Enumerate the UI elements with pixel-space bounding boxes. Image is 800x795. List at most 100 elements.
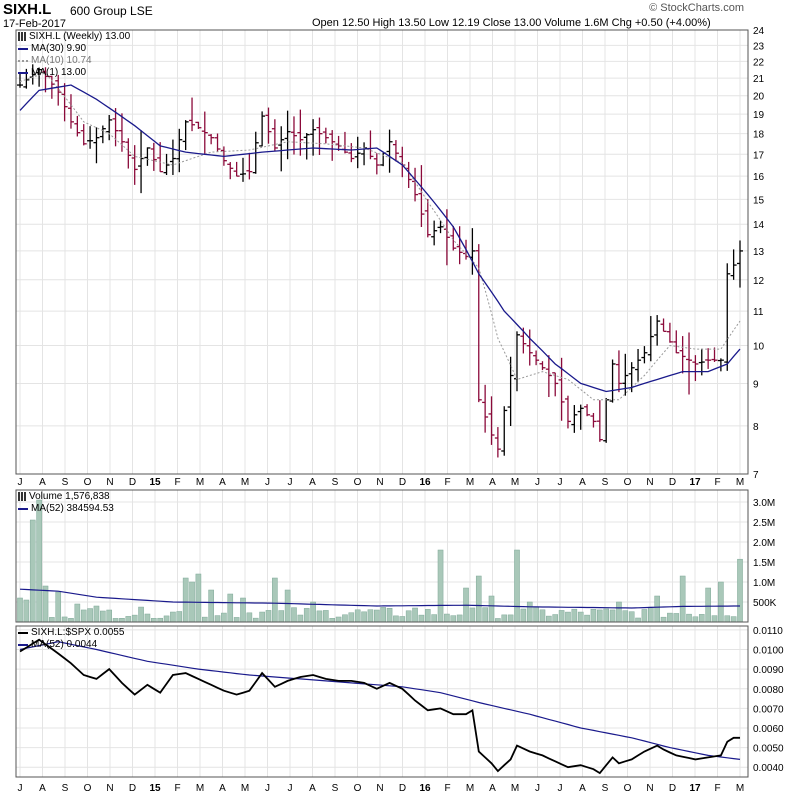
volume-bar: [705, 587, 711, 623]
volume-bar: [418, 614, 425, 623]
ohlc-bar: [424, 199, 431, 238]
ratio-ma-swatch: [18, 643, 28, 646]
ohlc-bar: [615, 350, 622, 393]
ohlc-bar: [533, 350, 540, 366]
ohlc-bar: [297, 109, 304, 156]
ohlc-bar: [259, 111, 266, 147]
volume-bar: [68, 618, 74, 623]
ohlc-bar: [17, 72, 23, 88]
volume-bar: [316, 610, 323, 623]
x-tick-label: D: [129, 477, 136, 488]
volume-bar: [679, 575, 686, 623]
volume-ma-legend: MA(52) 384594.53: [18, 503, 114, 514]
volume-bar: [233, 617, 240, 623]
ohlc-bar: [55, 74, 62, 106]
ohlc-bar: [310, 119, 317, 156]
volume-tick-label: 3.0M: [753, 498, 775, 509]
ohlc-bar: [373, 153, 380, 175]
ma10-swatch: [18, 59, 28, 62]
ratio-tick-label: 0.0050: [753, 744, 784, 755]
date-label: 17-Feb-2017: [3, 18, 66, 30]
ohlc-bar: [507, 356, 514, 427]
ohlc-bar: [284, 110, 291, 160]
x-tick-label: D: [129, 783, 136, 794]
volume-bar: [698, 614, 705, 623]
volume-bar: [201, 616, 208, 623]
ohlc-bar: [80, 124, 87, 146]
x-tick-label: N: [376, 477, 383, 488]
volume-bar: [495, 618, 501, 623]
x-tick-label: O: [354, 477, 362, 488]
volume-bar: [163, 615, 170, 623]
volume-bar: [488, 595, 495, 623]
volume-ma-swatch: [18, 507, 28, 510]
volume-bar: [310, 601, 316, 623]
ratio-line: [19, 638, 740, 775]
ohlc-bar: [603, 397, 610, 443]
ohlc-bar: [157, 142, 164, 173]
x-tick-label: J: [288, 783, 293, 794]
ma30-line: [19, 84, 741, 393]
volume-bar: [138, 606, 144, 623]
x-tick-label: D: [399, 783, 406, 794]
volume-bar: [450, 615, 457, 623]
volume-bar: [170, 611, 176, 623]
x-tick-label: A: [309, 783, 316, 794]
ohlc-bar: [609, 359, 616, 403]
price-panel-frame: [15, 29, 749, 475]
volume-bar: [686, 613, 692, 623]
ohlc-bar: [437, 220, 444, 234]
price-tick-label: 17: [753, 150, 765, 161]
volume-bar: [80, 609, 87, 623]
x-tick-label: N: [106, 783, 113, 794]
ohlc-bar: [711, 347, 718, 362]
volume-bar: [42, 585, 49, 623]
x-tick-label: 15: [149, 783, 161, 794]
ohlc-bar: [131, 145, 138, 185]
volume-bar: [597, 609, 603, 623]
ma1-swatch: [18, 71, 28, 74]
ohlc-bar: [201, 111, 208, 154]
ohlc-bar: [150, 142, 157, 171]
volume-bar: [444, 613, 450, 623]
ratio-tick-label: 0.0060: [753, 724, 784, 735]
x-tick-label: N: [106, 477, 113, 488]
x-tick-label: N: [376, 783, 383, 794]
ohlc-bar: [182, 120, 189, 151]
ohlc-bar: [125, 138, 132, 169]
volume-bar: [718, 581, 724, 623]
price-tick-label: 24: [753, 26, 765, 37]
ohlc-bar: [660, 318, 667, 332]
x-tick-label: S: [62, 477, 69, 488]
x-tick-label: J: [535, 783, 540, 794]
ohlc-bar: [724, 263, 731, 371]
ohlc-bar: [246, 152, 253, 180]
ohlc-bar: [647, 316, 654, 362]
x-tick-label: O: [624, 783, 632, 794]
ohlc-bar: [138, 130, 145, 194]
x-tick-label: N: [646, 477, 653, 488]
ohlc-bar: [227, 162, 234, 180]
volume-bar: [106, 609, 113, 623]
x-tick-label: M: [511, 477, 519, 488]
volume-bar: [456, 614, 463, 623]
symbol-label: SIXH.L: [3, 1, 52, 18]
x-tick-label: M: [736, 783, 744, 794]
ohlc-bar: [93, 127, 100, 164]
volume-bar: [393, 615, 399, 623]
price-tick-label: 21: [753, 74, 765, 85]
ratio-tick-label: 0.0100: [753, 646, 784, 657]
ohlc-bar: [545, 355, 552, 398]
ohlc-bar: [654, 315, 661, 346]
volume-bar: [526, 601, 533, 623]
volume-bar: [571, 608, 578, 623]
volume-bar: [475, 575, 482, 623]
volume-title: Volume 1,576,838: [29, 491, 110, 502]
volume-bar: [182, 577, 189, 623]
volume-bar: [616, 601, 622, 623]
x-tick-label: 16: [419, 477, 431, 488]
volume-bar: [246, 612, 253, 623]
volume-bar: [36, 499, 42, 623]
volume-bar: [622, 610, 629, 623]
x-tick-label: F: [714, 783, 720, 794]
